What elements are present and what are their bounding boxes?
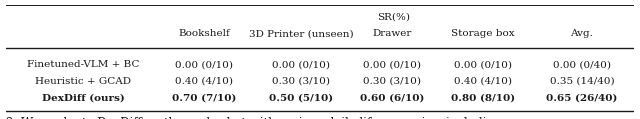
Text: Bookshelf: Bookshelf	[178, 29, 230, 38]
Text: 0.00 (0/10): 0.00 (0/10)	[454, 60, 512, 69]
Text: 0.00 (0/10): 0.00 (0/10)	[175, 60, 233, 69]
Text: 0.70 (7/10): 0.70 (7/10)	[172, 94, 236, 102]
Text: Drawer: Drawer	[372, 29, 412, 38]
Text: 0.65 (26/40): 0.65 (26/40)	[546, 94, 618, 102]
Text: Storage box: Storage box	[451, 29, 515, 38]
Text: 0.40 (4/10): 0.40 (4/10)	[454, 77, 512, 86]
Text: 3D Printer (unseen): 3D Printer (unseen)	[249, 29, 353, 38]
Text: SR(%): SR(%)	[377, 12, 410, 21]
Text: Heuristic + GCAD: Heuristic + GCAD	[35, 77, 131, 86]
Text: 0.00 (0/40): 0.00 (0/40)	[553, 60, 611, 69]
Text: 0.30 (3/10): 0.30 (3/10)	[272, 77, 330, 86]
Text: 0.00 (0/10): 0.00 (0/10)	[363, 60, 421, 69]
Text: 0.00 (0/10): 0.00 (0/10)	[272, 60, 330, 69]
Text: Avg.: Avg.	[570, 29, 593, 38]
Text: 0.80 (8/10): 0.80 (8/10)	[451, 94, 515, 102]
Text: 0.30 (3/10): 0.30 (3/10)	[363, 77, 421, 86]
Text: 0.60 (6/10): 0.60 (6/10)	[360, 94, 424, 102]
Text: 2: We evaluate DexDiff on the real robot with various daily-life scenarios, incl: 2: We evaluate DexDiff on the real robot…	[6, 117, 502, 119]
Text: 0.40 (4/10): 0.40 (4/10)	[175, 77, 233, 86]
Text: 0.50 (5/10): 0.50 (5/10)	[269, 94, 333, 102]
Text: DexDiff (ours): DexDiff (ours)	[42, 94, 125, 102]
Text: Finetuned-VLM + BC: Finetuned-VLM + BC	[27, 60, 140, 69]
Text: 0.35 (14/40): 0.35 (14/40)	[550, 77, 614, 86]
